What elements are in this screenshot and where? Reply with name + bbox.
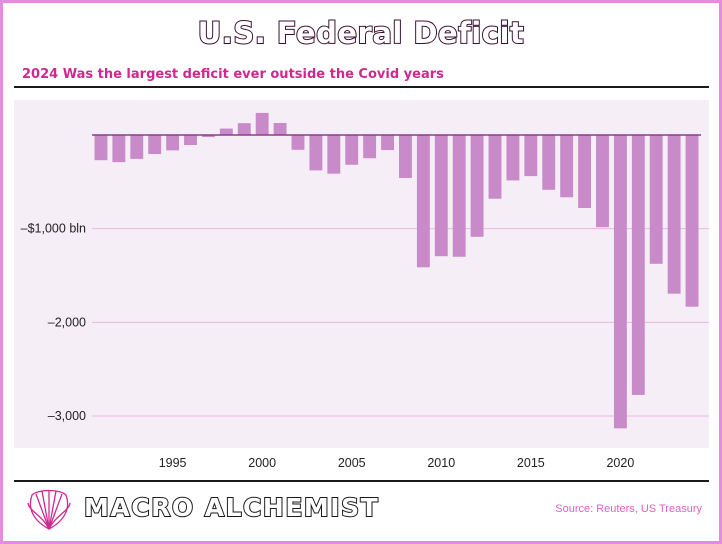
- y-axis-tick-labels: –$1,000 bln –2,000 –3,000: [21, 222, 86, 423]
- x-tick-label: 2000: [248, 456, 276, 470]
- bar-2017: [560, 135, 574, 198]
- bar-2008: [399, 135, 412, 178]
- bar-2002: [291, 135, 305, 150]
- bar-1991: [94, 135, 108, 161]
- bar-2022: [649, 135, 663, 264]
- source-note: Source: Reuters, US Treasury: [555, 503, 702, 515]
- bar-1994: [148, 135, 162, 155]
- bar-2006: [363, 135, 377, 159]
- bar-1992: [112, 135, 126, 163]
- bar-2014: [506, 135, 520, 181]
- x-tick-label: 2010: [427, 456, 455, 470]
- bar-1999: [237, 123, 251, 135]
- chart-subtitle: 2024 Was the largest deficit ever outsid…: [22, 67, 444, 82]
- bar-1997: [201, 135, 215, 138]
- bar-2015: [524, 135, 538, 177]
- bar-2024: [685, 135, 699, 307]
- bar-2001: [273, 123, 287, 135]
- bar-1996: [184, 135, 197, 146]
- bar-2013: [488, 135, 502, 199]
- brand-name: MACRO ALCHEMIST: [83, 492, 380, 523]
- chart-title: U.S. Federal Deficit: [197, 15, 525, 51]
- bar-2019: [596, 135, 609, 228]
- bar-2023: [667, 135, 681, 294]
- bar-2010: [434, 135, 448, 257]
- shell-icon: [27, 489, 71, 530]
- y-tick-label: –2,000: [48, 315, 86, 329]
- bar-2004: [327, 135, 341, 174]
- x-tick-label: 2005: [338, 456, 366, 470]
- bar-2018: [578, 135, 592, 208]
- y-tick-label: –3,000: [48, 409, 86, 423]
- bar-2012: [470, 135, 484, 237]
- plot-background: [14, 100, 709, 448]
- bar-1993: [130, 135, 144, 159]
- bar-2016: [542, 135, 556, 190]
- bar-2007: [381, 135, 394, 151]
- bar-2011: [452, 135, 466, 257]
- bar-1995: [166, 135, 180, 151]
- bar-2005: [345, 135, 359, 165]
- x-tick-label: 1995: [159, 456, 187, 470]
- bar-2021: [631, 135, 645, 395]
- bar-2009: [416, 135, 430, 268]
- x-axis-tick-labels: 1995 2000 2005 2010 2015 2020: [159, 456, 635, 470]
- x-tick-label: 2015: [517, 456, 545, 470]
- bar-2000: [255, 112, 269, 135]
- y-tick-label: –$1,000 bln: [21, 222, 86, 236]
- bar-1998: [219, 128, 233, 135]
- bar-2020: [613, 135, 627, 429]
- footer-divider: [14, 480, 709, 482]
- bar-2003: [309, 135, 323, 171]
- deficit-bar-chart: –$1,000 bln –2,000 –3,000 1995 2000 2005 2010…: [14, 100, 709, 470]
- gridlines: [92, 228, 709, 417]
- bar-series: [94, 112, 699, 429]
- header-divider: [14, 86, 709, 88]
- x-tick-label: 2020: [606, 456, 634, 470]
